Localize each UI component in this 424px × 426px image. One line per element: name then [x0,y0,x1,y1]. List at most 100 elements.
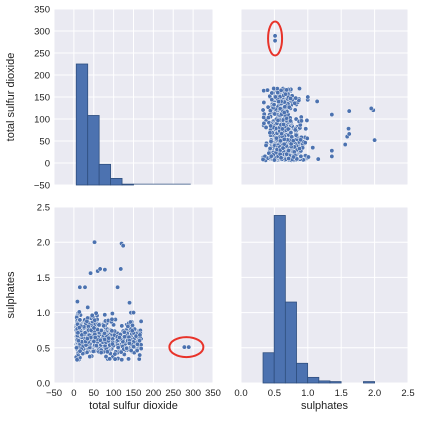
x-tick-label-tsd: 200 [145,388,161,399]
scatter-point-bl [98,350,104,355]
scatter-point-bl [115,345,121,350]
scatter-point-tr [303,126,309,132]
scatter-point-bl [135,341,140,347]
scatter-point-bl [90,348,96,354]
scatter-point-tr [271,86,277,91]
scatter-point-tr [305,154,311,160]
outlier-point-tr [272,38,278,44]
scatter-point-tr [271,102,277,108]
x-axis-label-left: total sulfur dioxide [89,400,178,412]
scatter-point-tr [266,115,271,121]
scatter-point-bl [115,284,121,290]
scatter-point-bl [128,348,134,353]
scatter-point-bl [102,267,108,273]
scatter-point-tr [372,137,378,143]
scatter-point-bl [109,341,115,347]
y-tick-label-tsd: 250 [34,49,50,60]
scatter-point-tr [261,120,267,126]
sulphates-hist-bar [318,380,331,384]
y-axis-label-bottom: sulphates [5,271,17,319]
outlier-point-bl [186,344,192,350]
scatter-point-tr [290,138,296,144]
scatter-point-bl [112,351,118,357]
scatter-point-tr [274,135,279,141]
scatter-point-tr [278,155,284,161]
x-tick-label-tsd: 50 [88,388,99,399]
scatter-point-bl [119,323,125,329]
scatter-point-tr [342,142,348,147]
scatter-point-tr [329,112,335,118]
scatter-point-bl [101,323,107,329]
scatter-point-bl [129,328,135,334]
y-tick-label-tsd: 50 [39,137,50,148]
outlier-point-tr [272,33,278,39]
scatter-point-tr [272,111,278,117]
scatter-point-bl [106,335,112,341]
sulphates-hist-bar [296,362,309,384]
scatter-point-bl [102,330,107,336]
scatter-point-bl [121,329,127,335]
scatter-point-bl [92,239,97,245]
scatter-point-tr [314,98,320,104]
scatter-point-tr [304,117,310,123]
scatter-point-tr [298,137,304,143]
scatter-point-tr [276,99,282,105]
y-tick-label-sulphates: 1.0 [37,308,50,319]
scatter-point-bl [109,328,115,334]
x-tick-label-tsd: 350 [205,388,221,399]
tsd-hist-bar [98,163,112,186]
scatter-point-tr [329,153,335,159]
scatter-point-tr [285,126,291,132]
scatter-point-bl [76,338,81,344]
scatter-point-bl [134,348,140,353]
scatter-point-bl [97,266,103,272]
y-tick-label-tsd: 200 [34,71,50,82]
scatter-point-bl [74,299,80,305]
scatter-point-bl [137,332,143,338]
y-tick-label-sulphates: 1.5 [37,273,50,284]
x-tick-label-tsd: 150 [126,388,142,399]
scatter-point-bl [84,336,90,342]
tsd-hist-bar [110,177,123,186]
x-tick-label-sulphates: 2.5 [401,388,414,399]
scatter-point-tr [286,104,292,110]
scatter-point-bl [102,336,108,342]
y-tick-label-sulphates: 2.5 [37,203,50,214]
scatter-point-bl [92,317,98,323]
scatter-point-bl [96,322,102,328]
x-tick-label-sulphates: 0.0 [234,388,247,399]
tsd-hist-bar [75,63,89,186]
scatter-point-bl [126,340,132,346]
scatter-point-tr [271,157,277,163]
scatter-point-bl [74,345,80,351]
x-tick-label-tsd: 0 [71,388,76,399]
scatter-point-tr [280,145,286,151]
y-tick-label-tsd: 100 [34,115,50,126]
scatter-point-tr [260,107,266,113]
scatter-point-bl [102,312,108,318]
scatter-point-bl [93,310,99,316]
y-tick-label-tsd: 150 [34,93,50,104]
scatter-point-tr [282,104,288,110]
scatter-point-tr [268,123,274,129]
scatter-top-right [260,33,378,163]
x-axis-label-right: sulphates [301,400,349,412]
scatter-point-tr [288,130,294,136]
scatter-point-bl [125,323,131,329]
scatter-point-bl [84,318,90,324]
scatter-point-tr [305,94,311,100]
scatter-point-bl [126,356,131,362]
x-tick-label-tsd: −50 [46,388,62,399]
scatter-point-tr [267,146,273,151]
scatter-point-bl [131,344,137,350]
y-tick-label-tsd: −50 [34,181,50,192]
scatter-point-tr [297,146,303,152]
scatter-point-bl [77,317,83,323]
scatter-point-bl [88,270,94,276]
scatter-point-bl [77,348,83,354]
scatter-point-bl [76,309,82,315]
scatter-point-tr [329,148,335,154]
scatter-point-tr [268,138,274,144]
